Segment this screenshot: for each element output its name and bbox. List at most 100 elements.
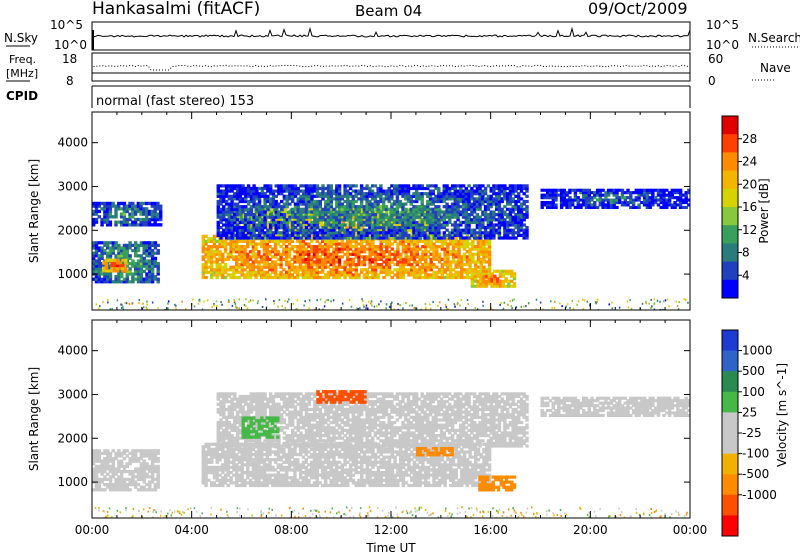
echo-cell (240, 250, 244, 254)
echo-cell (365, 184, 369, 188)
echo-cell (224, 220, 229, 224)
echo-cell (210, 275, 214, 280)
echo-cell (497, 218, 502, 222)
echo-cell (280, 223, 284, 227)
echo-cell (359, 197, 364, 201)
echo-cell (201, 257, 205, 261)
echo-cell (252, 189, 256, 193)
echo-cell (348, 247, 353, 251)
echo-cell (115, 261, 120, 265)
echo-cell (148, 280, 152, 284)
echo-cell (390, 205, 394, 209)
echo-cell (404, 202, 408, 206)
echo-cell (323, 250, 328, 254)
echo-cell (240, 216, 244, 220)
echo-cell (415, 210, 419, 214)
echo-cell (100, 251, 104, 255)
echo-cell (204, 263, 208, 267)
echo-cell (240, 239, 244, 243)
echo-cell (120, 256, 124, 260)
echo-cell (409, 210, 413, 214)
echo-cell (268, 250, 272, 254)
echo-cell (329, 192, 333, 196)
echo-cell (218, 255, 222, 259)
echo-cell (139, 254, 144, 258)
echo-cell (263, 202, 267, 206)
echo-cell (343, 270, 347, 274)
echo-cell (453, 223, 457, 227)
echo-cell (346, 260, 350, 264)
echo-cell (201, 270, 205, 274)
echo-cell (249, 186, 254, 191)
echo-cell (265, 239, 269, 243)
echo-cell (546, 201, 550, 205)
echo-cell (432, 245, 436, 249)
echo-cell (139, 217, 143, 222)
echo-cell (487, 245, 492, 249)
echo-cell (315, 255, 319, 259)
echo-cell (640, 188, 644, 192)
echo-cell (308, 218, 313, 222)
echo-cell (102, 269, 106, 273)
echo-cell (376, 205, 380, 209)
echo-cell (453, 205, 457, 209)
echo-cell (379, 186, 383, 191)
echo-cell (224, 186, 229, 191)
echo-cell (100, 220, 104, 224)
echo-cell (426, 242, 431, 246)
echo-cell (508, 199, 513, 204)
echo-cell (348, 233, 353, 237)
echo-cell (483, 213, 488, 217)
echo-cell (442, 199, 446, 204)
echo-cell (351, 197, 355, 201)
echo-cell (296, 252, 300, 256)
echo-cell (282, 194, 287, 198)
echo-cell (478, 228, 482, 232)
echo-cell (97, 241, 101, 245)
echo-cell (396, 273, 400, 277)
echo-cell (421, 255, 425, 259)
echo-cell (340, 242, 344, 246)
echo-cell (235, 245, 239, 249)
echo-cell (240, 263, 244, 267)
echo-cell (312, 250, 317, 254)
echo-cell (681, 205, 686, 209)
echo-cell (487, 263, 492, 267)
echo-cell (111, 246, 115, 250)
echo-cell (445, 194, 449, 198)
echo-cell (118, 261, 122, 265)
echo-cell (235, 218, 240, 222)
echo-cell (443, 260, 447, 264)
echo-cell (346, 210, 350, 214)
echo-cell (451, 250, 456, 254)
echo-cell (321, 245, 325, 249)
echo-cell (497, 186, 502, 191)
echo-cell (148, 262, 152, 266)
echo-cell (393, 257, 397, 261)
echo-cell (223, 250, 228, 254)
echo-cell (678, 196, 683, 200)
echo-cell (434, 226, 438, 230)
echo-cell (483, 233, 488, 237)
echo-cell (450, 223, 455, 227)
echo-cell (525, 215, 529, 219)
echo-speckle (98, 307, 100, 310)
echo-cell (255, 233, 259, 237)
echo-cell (335, 233, 339, 237)
echo-cell (393, 207, 397, 211)
echo-speckle (664, 299, 667, 302)
echo-cell (493, 279, 497, 283)
echo-cell (279, 239, 283, 243)
echo-cell (114, 212, 118, 216)
echo-cell (271, 205, 276, 209)
echo-cell (332, 189, 336, 193)
echo-cell (373, 192, 378, 196)
echo-cell (332, 226, 336, 230)
echo-cell (252, 192, 256, 196)
echo-cell (678, 188, 683, 192)
echo-cell (503, 210, 507, 214)
echo-cell (642, 193, 647, 197)
echo-cell (201, 265, 205, 269)
echo-cell (97, 262, 101, 266)
echo-cell (476, 272, 480, 276)
